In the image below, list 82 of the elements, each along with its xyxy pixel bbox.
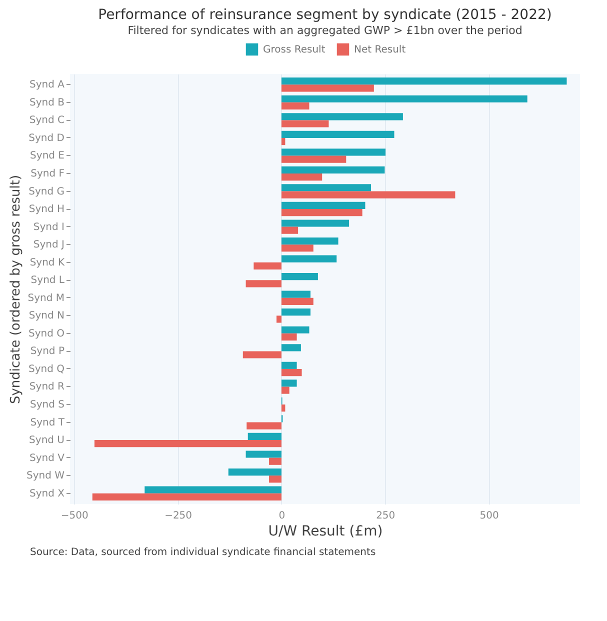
bar <box>281 326 310 334</box>
y-tick-label: Synd V <box>30 452 65 464</box>
y-tick-label: Synd Q <box>28 364 65 375</box>
bar <box>281 209 362 216</box>
bar <box>281 191 456 198</box>
source-note: Source: Data, sourced from individual syndicate financial statements <box>30 546 377 559</box>
chart-title: Performance of reinsurance segment by syndicate (2015 - 2022) <box>98 7 552 23</box>
bar <box>281 148 386 156</box>
bar <box>281 130 394 138</box>
y-tick-label: Synd G <box>28 186 64 198</box>
y-tick-label: Synd X <box>30 488 65 500</box>
y-tick-label: Synd B <box>30 97 65 108</box>
bar <box>281 95 528 102</box>
bar <box>281 404 286 412</box>
bar <box>228 468 282 476</box>
y-tick-label: Synd S <box>30 399 64 410</box>
bar <box>281 386 290 394</box>
y-tick-label: Synd H <box>28 204 64 216</box>
legend-label: Gross Result <box>263 44 326 56</box>
x-tick-label: 250 <box>376 510 396 522</box>
bar <box>281 273 318 280</box>
y-axis-title: Syndicate (ordered by gross result) <box>8 174 24 404</box>
y-tick-label: Synd I <box>33 222 64 233</box>
y-tick-label: Synd E <box>30 150 64 162</box>
y-tick-label: Synd N <box>28 310 64 322</box>
bar <box>246 450 282 458</box>
bar <box>248 432 282 440</box>
bar <box>246 280 282 288</box>
x-tick-label: −250 <box>164 510 192 522</box>
bar <box>269 476 282 483</box>
bar <box>281 78 567 85</box>
bar <box>281 344 301 352</box>
bar <box>281 184 372 192</box>
x-tick-label: 0 <box>278 510 286 522</box>
y-tick-label: Synd M <box>28 292 64 304</box>
bar <box>281 244 314 252</box>
bar <box>281 380 297 387</box>
bar <box>281 368 302 376</box>
x-tick-label: −500 <box>60 510 88 522</box>
y-tick-label: Synd U <box>29 435 64 446</box>
bar <box>246 422 282 430</box>
chart-subtitle: Filtered for syndicates with an aggregated GWP > £1bn over the period <box>128 24 522 37</box>
bar <box>281 202 366 210</box>
bar <box>281 174 322 181</box>
bar <box>281 298 314 305</box>
bar <box>281 220 350 227</box>
bar <box>281 308 310 316</box>
bar <box>281 237 338 245</box>
bar <box>281 166 385 174</box>
bar <box>281 113 403 120</box>
bar <box>281 156 346 163</box>
bar <box>281 362 297 369</box>
bar <box>281 255 337 262</box>
x-axis-title: U/W Result (£m) <box>268 524 383 540</box>
y-tick-label: Synd O <box>28 328 65 340</box>
y-tick-label: Synd T <box>30 417 66 428</box>
y-tick-label: Synd K <box>30 257 65 268</box>
bar <box>281 84 374 92</box>
y-tick-label: Synd D <box>28 132 65 144</box>
y-tick-label: Synd P <box>30 346 64 358</box>
y-tick-label: Synd R <box>29 382 65 393</box>
bar <box>144 486 282 494</box>
bar <box>281 102 310 110</box>
bar <box>269 458 282 465</box>
bar <box>281 290 310 298</box>
bar <box>94 440 282 448</box>
bar <box>276 316 282 323</box>
bar <box>92 493 282 500</box>
bar <box>281 120 329 128</box>
bar <box>281 226 298 234</box>
x-tick-label: 500 <box>480 510 499 522</box>
bar <box>281 333 297 341</box>
y-tick-label: Synd L <box>30 275 65 286</box>
y-tick-label: Synd W <box>26 470 65 482</box>
y-tick-label: Synd A <box>30 80 65 91</box>
y-tick-label: Synd C <box>29 115 65 126</box>
y-tick-label: Synd F <box>30 168 65 180</box>
y-tick-label: Synd J <box>33 240 64 251</box>
legend-label: Net Result <box>354 44 406 56</box>
bar <box>281 138 286 146</box>
bar <box>254 262 282 270</box>
bar <box>242 351 282 358</box>
